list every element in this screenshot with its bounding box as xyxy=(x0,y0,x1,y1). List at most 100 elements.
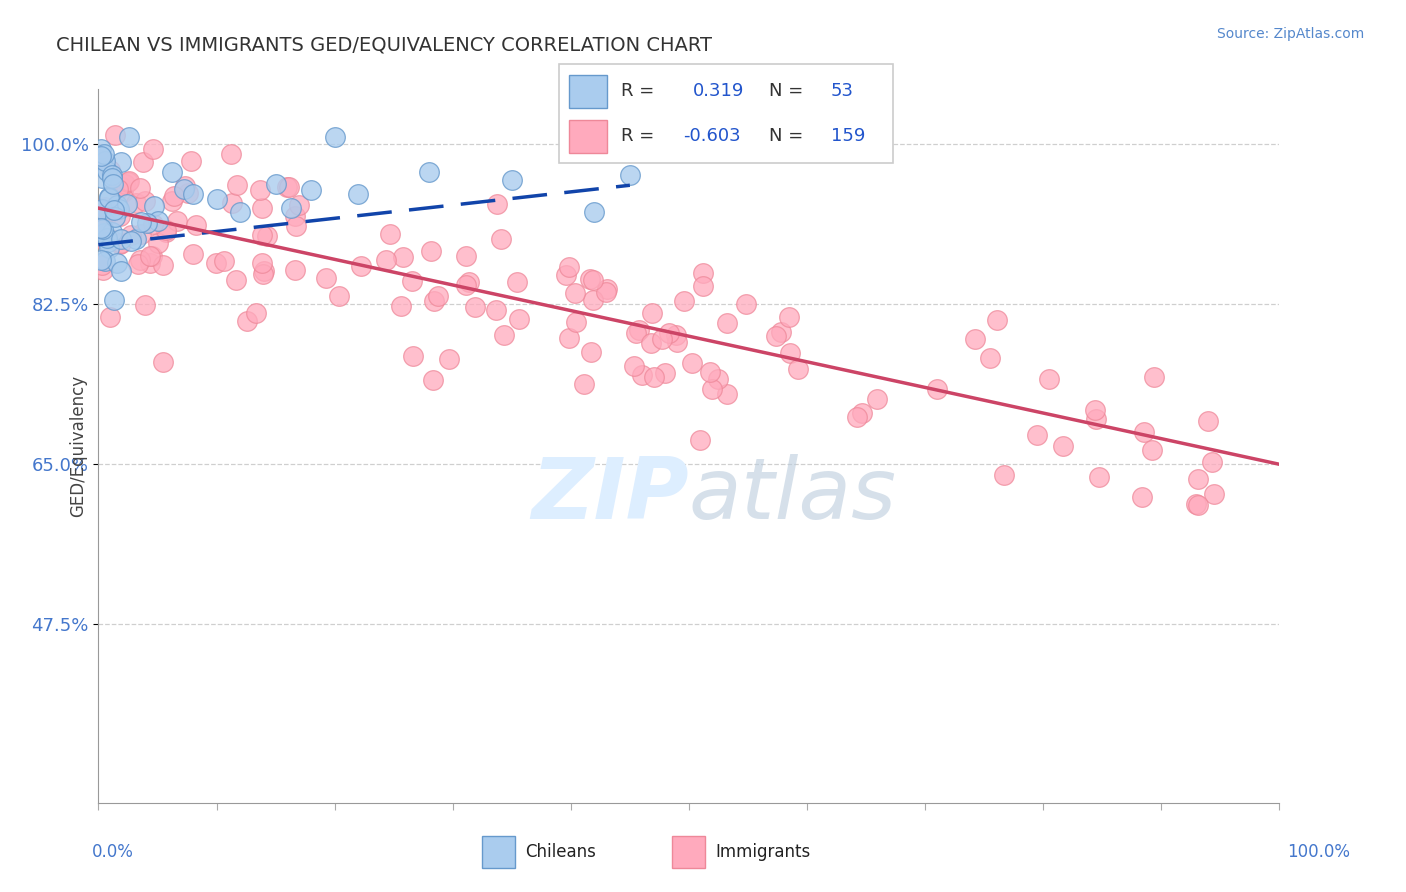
Point xyxy=(226,178,249,192)
Point xyxy=(350,260,373,274)
Point xyxy=(454,249,477,263)
Point xyxy=(631,368,654,382)
Point xyxy=(426,289,449,303)
Text: 0.319: 0.319 xyxy=(693,82,745,100)
Point xyxy=(508,311,530,326)
Point xyxy=(779,345,801,359)
Text: N =: N = xyxy=(769,128,803,145)
Point xyxy=(101,178,124,192)
Text: atlas: atlas xyxy=(689,454,897,538)
Point xyxy=(640,336,662,351)
Point xyxy=(129,227,152,241)
Point xyxy=(166,214,188,228)
Point xyxy=(90,221,112,235)
Point xyxy=(103,293,125,307)
Point xyxy=(1084,403,1107,417)
Point xyxy=(845,410,868,425)
Point xyxy=(98,310,121,324)
Point xyxy=(422,294,444,309)
Point xyxy=(108,209,131,223)
Point xyxy=(392,250,415,264)
Point xyxy=(142,142,165,156)
Bar xyxy=(569,75,607,108)
Point xyxy=(90,171,112,186)
Point xyxy=(110,232,132,246)
Point xyxy=(454,277,477,292)
Point xyxy=(506,275,529,289)
Point xyxy=(389,299,412,313)
Point xyxy=(1130,490,1153,504)
Point xyxy=(97,235,120,249)
Point xyxy=(665,327,688,342)
Point xyxy=(117,174,139,188)
Point xyxy=(627,323,650,337)
Point xyxy=(256,228,278,243)
Text: R =: R = xyxy=(621,128,654,145)
Point xyxy=(264,178,287,192)
Point xyxy=(402,349,425,363)
Point xyxy=(155,222,177,236)
Point xyxy=(491,232,513,246)
Point xyxy=(328,289,350,303)
Point xyxy=(91,220,114,235)
Point xyxy=(485,197,508,211)
Text: ZIP: ZIP xyxy=(531,454,689,538)
Point xyxy=(229,205,252,219)
Point xyxy=(180,153,202,168)
Point xyxy=(97,191,120,205)
Text: 100.0%: 100.0% xyxy=(1286,843,1350,861)
Point xyxy=(1185,497,1208,511)
Point xyxy=(769,325,792,339)
Point xyxy=(1202,487,1225,501)
Y-axis label: GED/Equivalency: GED/Equivalency xyxy=(69,375,87,517)
Point xyxy=(993,467,1015,482)
Point xyxy=(110,155,132,169)
Point xyxy=(129,181,152,195)
Point xyxy=(666,334,689,349)
Point xyxy=(93,226,115,240)
Point xyxy=(134,298,156,312)
Point xyxy=(245,306,267,320)
Point xyxy=(98,163,121,178)
Point xyxy=(94,211,117,226)
Point xyxy=(108,202,131,216)
Text: Immigrants: Immigrants xyxy=(716,843,811,862)
Point xyxy=(554,268,576,283)
Point xyxy=(94,253,117,268)
Point xyxy=(90,202,112,217)
Point xyxy=(557,260,579,275)
Point xyxy=(422,373,444,387)
Point xyxy=(181,186,204,201)
Point xyxy=(155,225,177,239)
Text: Source: ZipAtlas.com: Source: ZipAtlas.com xyxy=(1216,27,1364,41)
Point xyxy=(457,275,479,289)
Point xyxy=(101,168,124,182)
Point xyxy=(100,225,122,239)
Point xyxy=(125,196,148,211)
Point xyxy=(280,202,302,216)
Point xyxy=(765,329,787,343)
FancyBboxPatch shape xyxy=(558,64,893,163)
Point xyxy=(692,279,714,293)
Point xyxy=(105,198,128,212)
Point xyxy=(96,231,118,245)
Point xyxy=(139,256,162,270)
Point xyxy=(485,302,508,317)
Point xyxy=(98,190,121,204)
Point xyxy=(129,253,152,268)
Point xyxy=(136,216,159,230)
Bar xyxy=(672,837,704,869)
Point xyxy=(146,235,169,250)
Point xyxy=(94,154,117,169)
Point xyxy=(323,130,346,145)
Point xyxy=(152,354,174,368)
Point xyxy=(1026,427,1049,442)
Point xyxy=(127,257,149,271)
Point xyxy=(986,312,1008,326)
Point xyxy=(120,234,142,248)
Point xyxy=(90,149,112,163)
Point xyxy=(716,387,738,401)
Point xyxy=(219,146,242,161)
Point xyxy=(181,247,204,261)
Point xyxy=(582,272,605,286)
